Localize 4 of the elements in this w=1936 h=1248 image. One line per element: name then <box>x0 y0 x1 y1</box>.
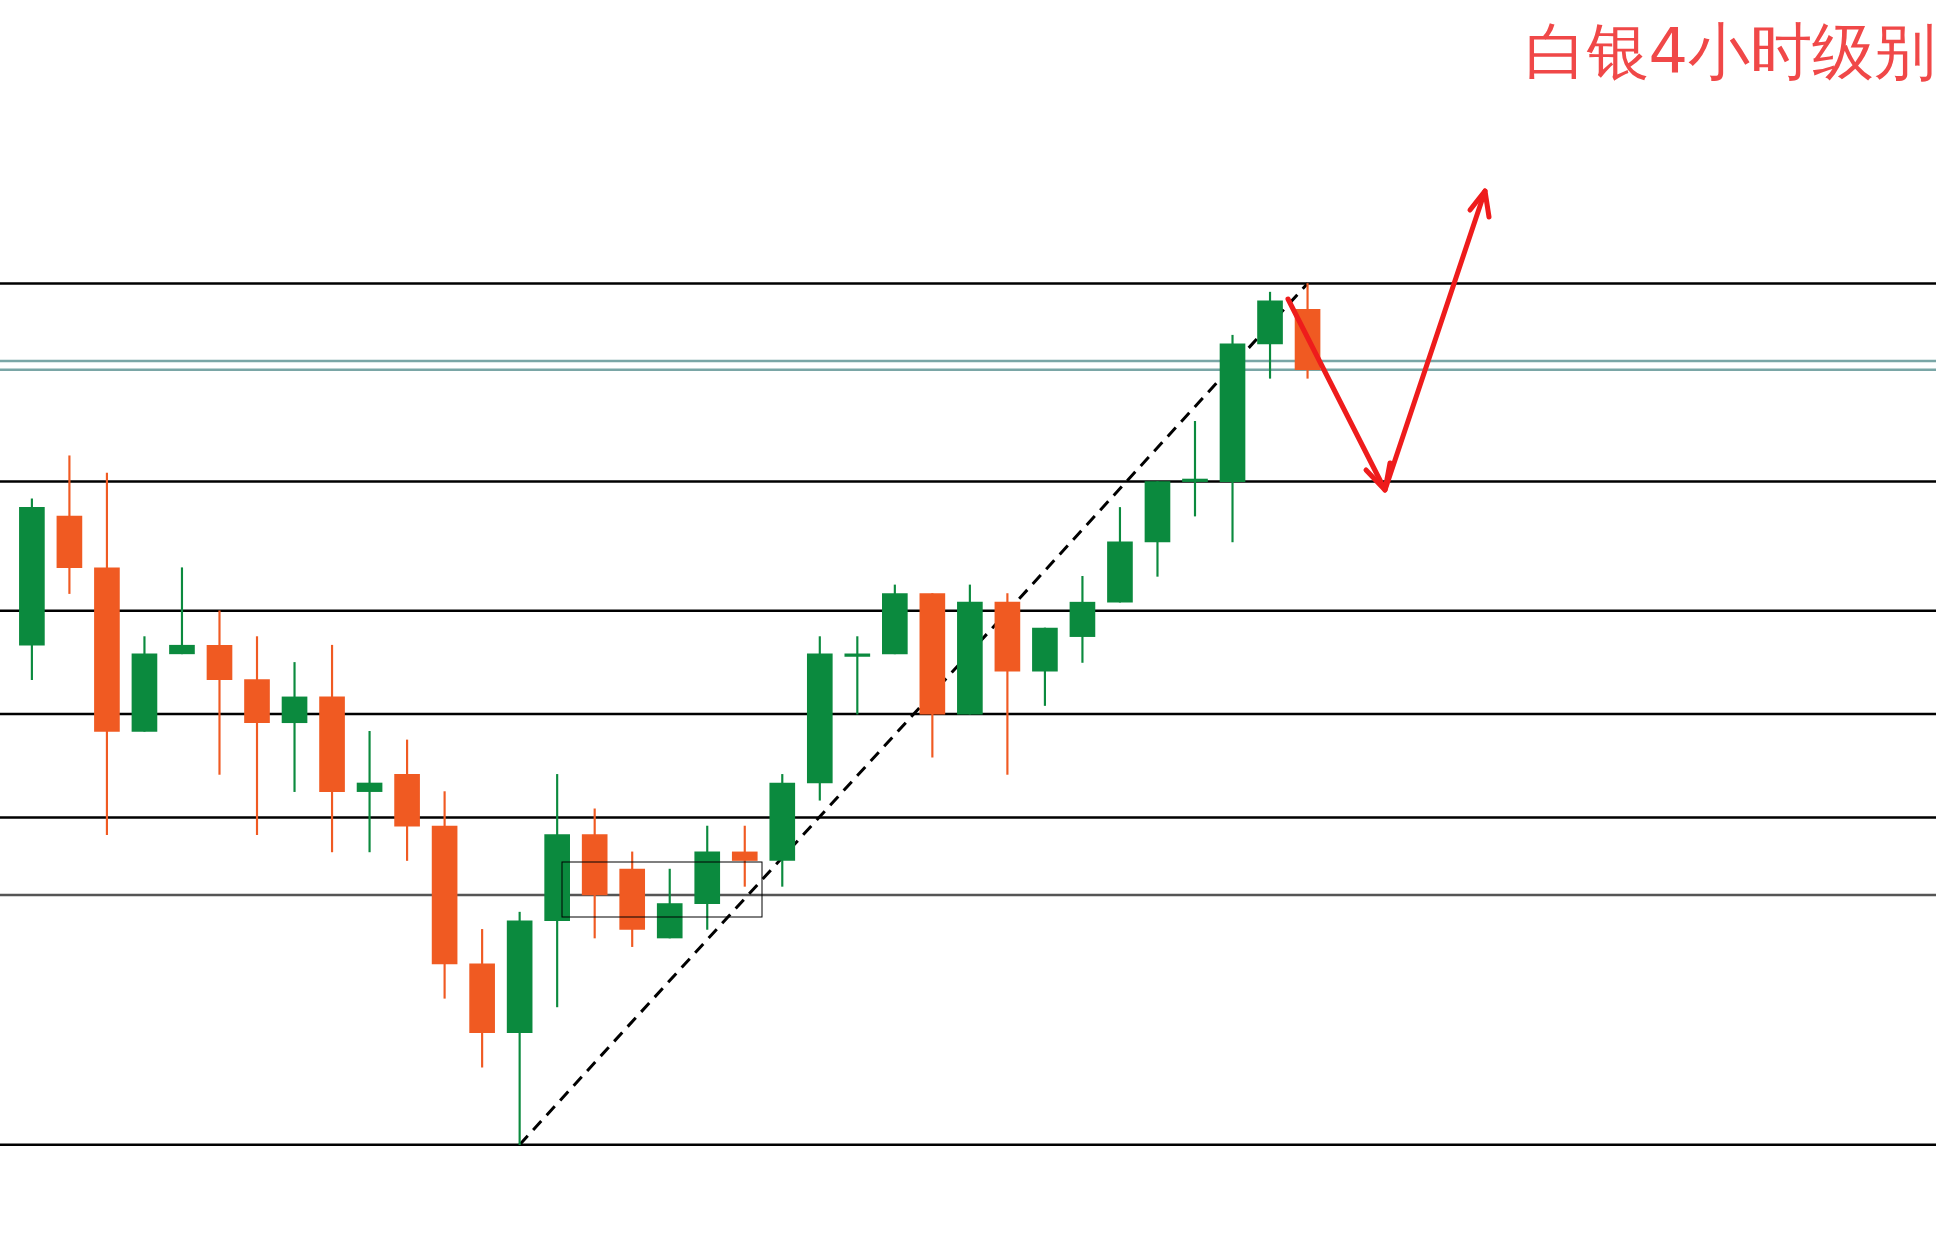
candlestick <box>206 610 233 775</box>
candlestick <box>356 731 383 853</box>
text: 白银4小时级别 <box>1524 15 1936 89</box>
candlestick <box>281 662 308 792</box>
